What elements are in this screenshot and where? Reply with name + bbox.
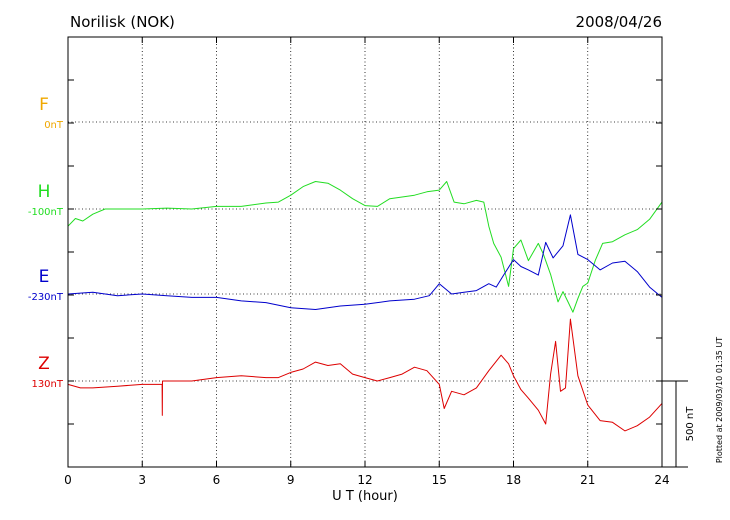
x-tick-label-8: 24 [654, 473, 669, 487]
axis-labels: F 0nT H -100nT E -230nT Z 130nT [28, 95, 64, 390]
plotted-note: Plotted at 2009/03/10 01:35 UT [715, 337, 724, 463]
series-group [67, 181, 663, 432]
series-line-E [67, 214, 663, 310]
series-line-Z [67, 318, 663, 432]
x-tick-label-2: 6 [213, 473, 221, 487]
ticks: 0 3 6 9 12 15 18 21 24 [64, 37, 670, 487]
gridlines [68, 37, 662, 467]
x-tick-label-6: 18 [506, 473, 521, 487]
series-name-F: F [39, 95, 49, 115]
series-name-H: H [38, 182, 51, 202]
x-tick-label-4: 12 [357, 473, 372, 487]
station-title: Norilisk (NOK) [70, 13, 175, 31]
date-label: 2008/04/26 [576, 13, 662, 31]
series-baseline-E: -230nT [28, 292, 64, 303]
series-baseline-H: -100nT [28, 207, 64, 218]
scale-bar-label: 500 nT [685, 406, 696, 442]
x-tick-label-3: 9 [287, 473, 295, 487]
series-line-H [67, 181, 663, 313]
x-tick-label-1: 3 [138, 473, 146, 487]
series-name-E: E [39, 267, 50, 287]
plot-frame [67, 36, 663, 468]
series-baseline-Z: 130nT [31, 379, 63, 390]
x-axis-label: U T (hour) [332, 489, 398, 504]
series-name-Z: Z [38, 354, 50, 374]
x-tick-label-0: 0 [64, 473, 72, 487]
x-tick-label-5: 15 [432, 473, 447, 487]
series-baseline-F: 0nT [44, 120, 64, 131]
x-tick-label-7: 21 [580, 473, 595, 487]
